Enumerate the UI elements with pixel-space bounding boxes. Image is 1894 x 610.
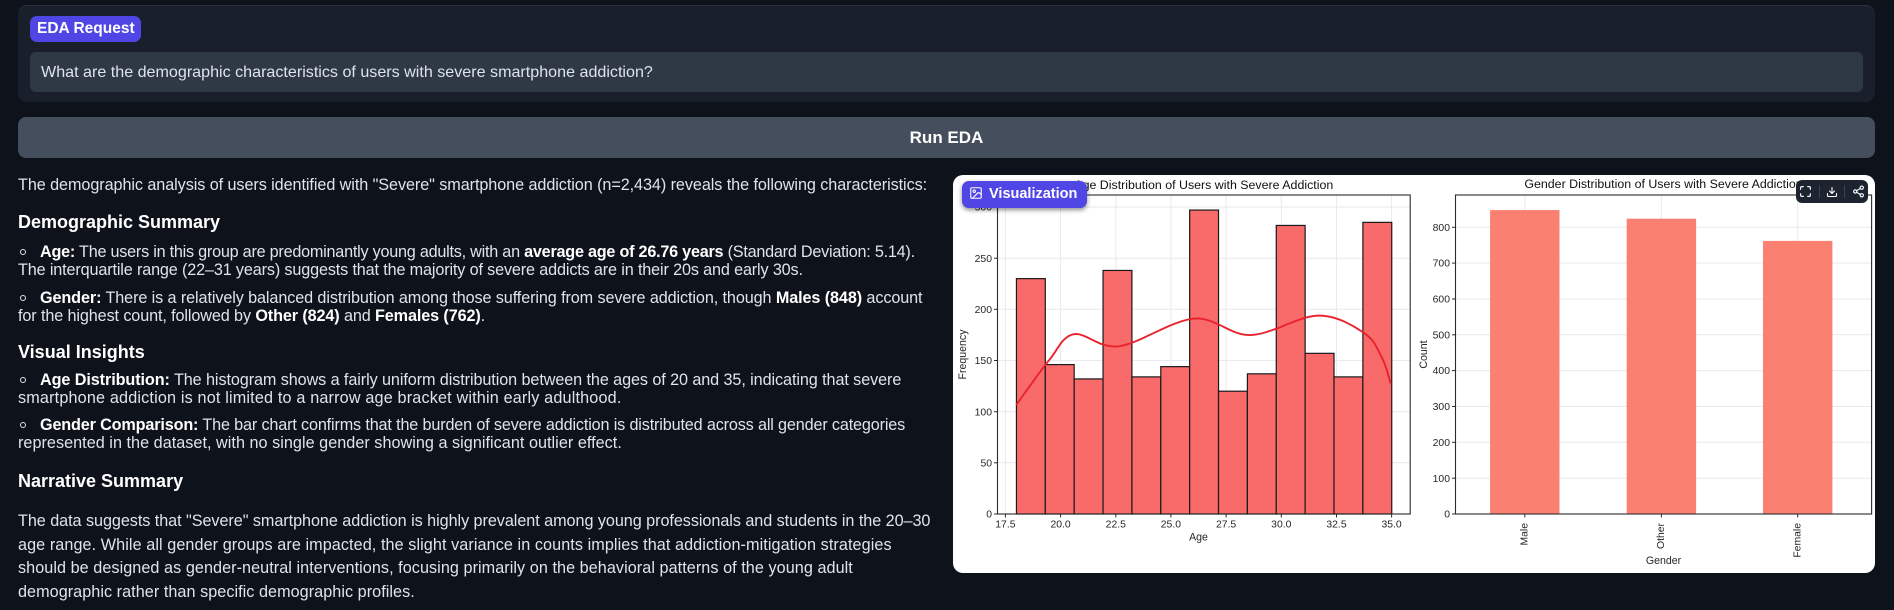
svg-text:32.5: 32.5 [1326,520,1346,531]
svg-text:150: 150 [975,356,993,367]
svg-text:800: 800 [1433,223,1451,234]
svg-text:500: 500 [1433,330,1451,341]
svg-text:50: 50 [980,458,992,469]
svg-text:0: 0 [1444,510,1450,521]
svg-text:200: 200 [1433,438,1451,449]
svg-text:Gender Distribution of Users w: Gender Distribution of Users with Severe… [1524,177,1802,191]
svg-text:Age: Age [1189,532,1208,544]
svg-text:20.0: 20.0 [1050,520,1070,531]
svg-text:250: 250 [975,254,993,265]
svg-text:25.0: 25.0 [1161,520,1181,531]
svg-text:17.5: 17.5 [995,520,1015,531]
svg-text:Male: Male [1520,523,1531,546]
svg-text:27.5: 27.5 [1216,520,1236,531]
svg-text:Female: Female [1792,523,1803,558]
svg-text:Gender: Gender [1646,555,1682,567]
svg-text:Age Distribution of Users with: Age Distribution of Users with Severe Ad… [1074,178,1333,192]
svg-text:100: 100 [975,407,993,418]
svg-text:400: 400 [1433,366,1451,377]
svg-text:30.0: 30.0 [1271,520,1291,531]
svg-text:700: 700 [1433,259,1451,270]
svg-text:22.5: 22.5 [1106,520,1126,531]
svg-text:600: 600 [1433,295,1451,306]
svg-text:0: 0 [986,510,992,521]
svg-text:Other: Other [1656,522,1667,549]
svg-text:300: 300 [975,203,993,214]
svg-text:35.0: 35.0 [1381,520,1401,531]
svg-text:200: 200 [975,305,993,316]
svg-text:Frequency: Frequency [957,329,969,380]
svg-text:300: 300 [1433,402,1451,413]
svg-text:Count: Count [1418,340,1430,368]
svg-text:100: 100 [1433,474,1451,485]
